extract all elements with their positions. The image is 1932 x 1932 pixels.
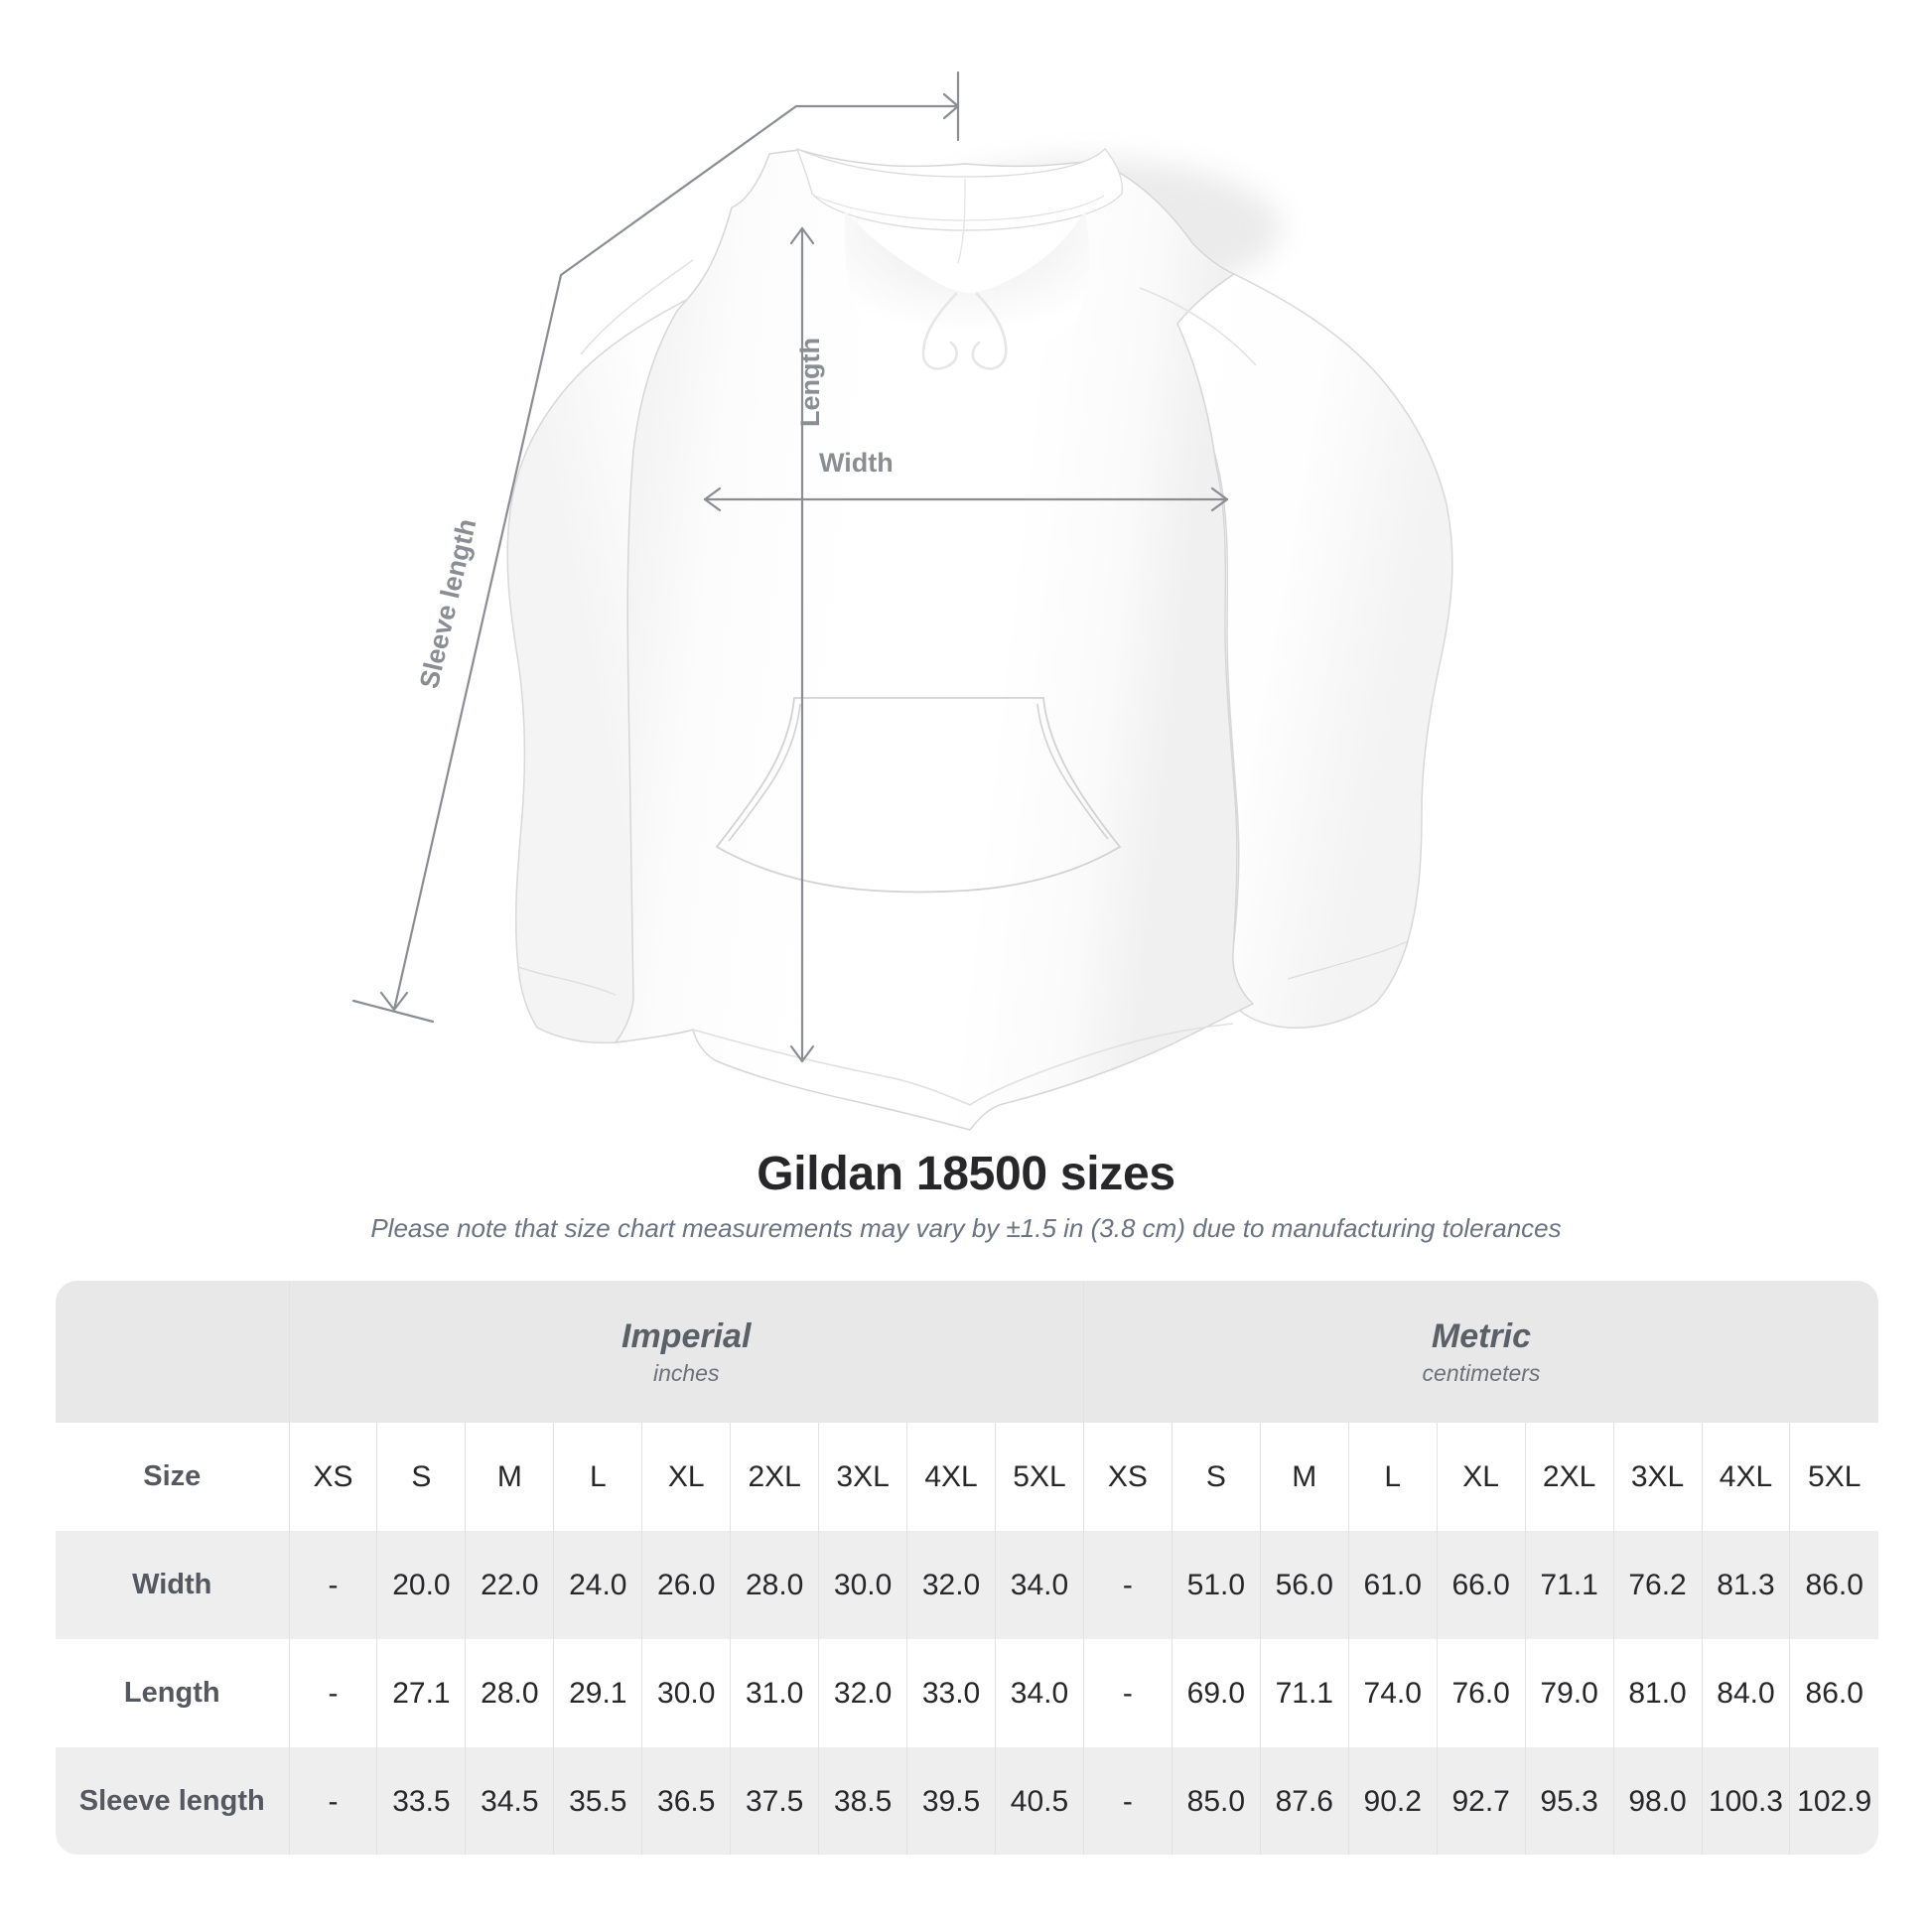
svg-text:Width: Width	[819, 448, 894, 478]
svg-text:Length: Length	[795, 338, 825, 427]
